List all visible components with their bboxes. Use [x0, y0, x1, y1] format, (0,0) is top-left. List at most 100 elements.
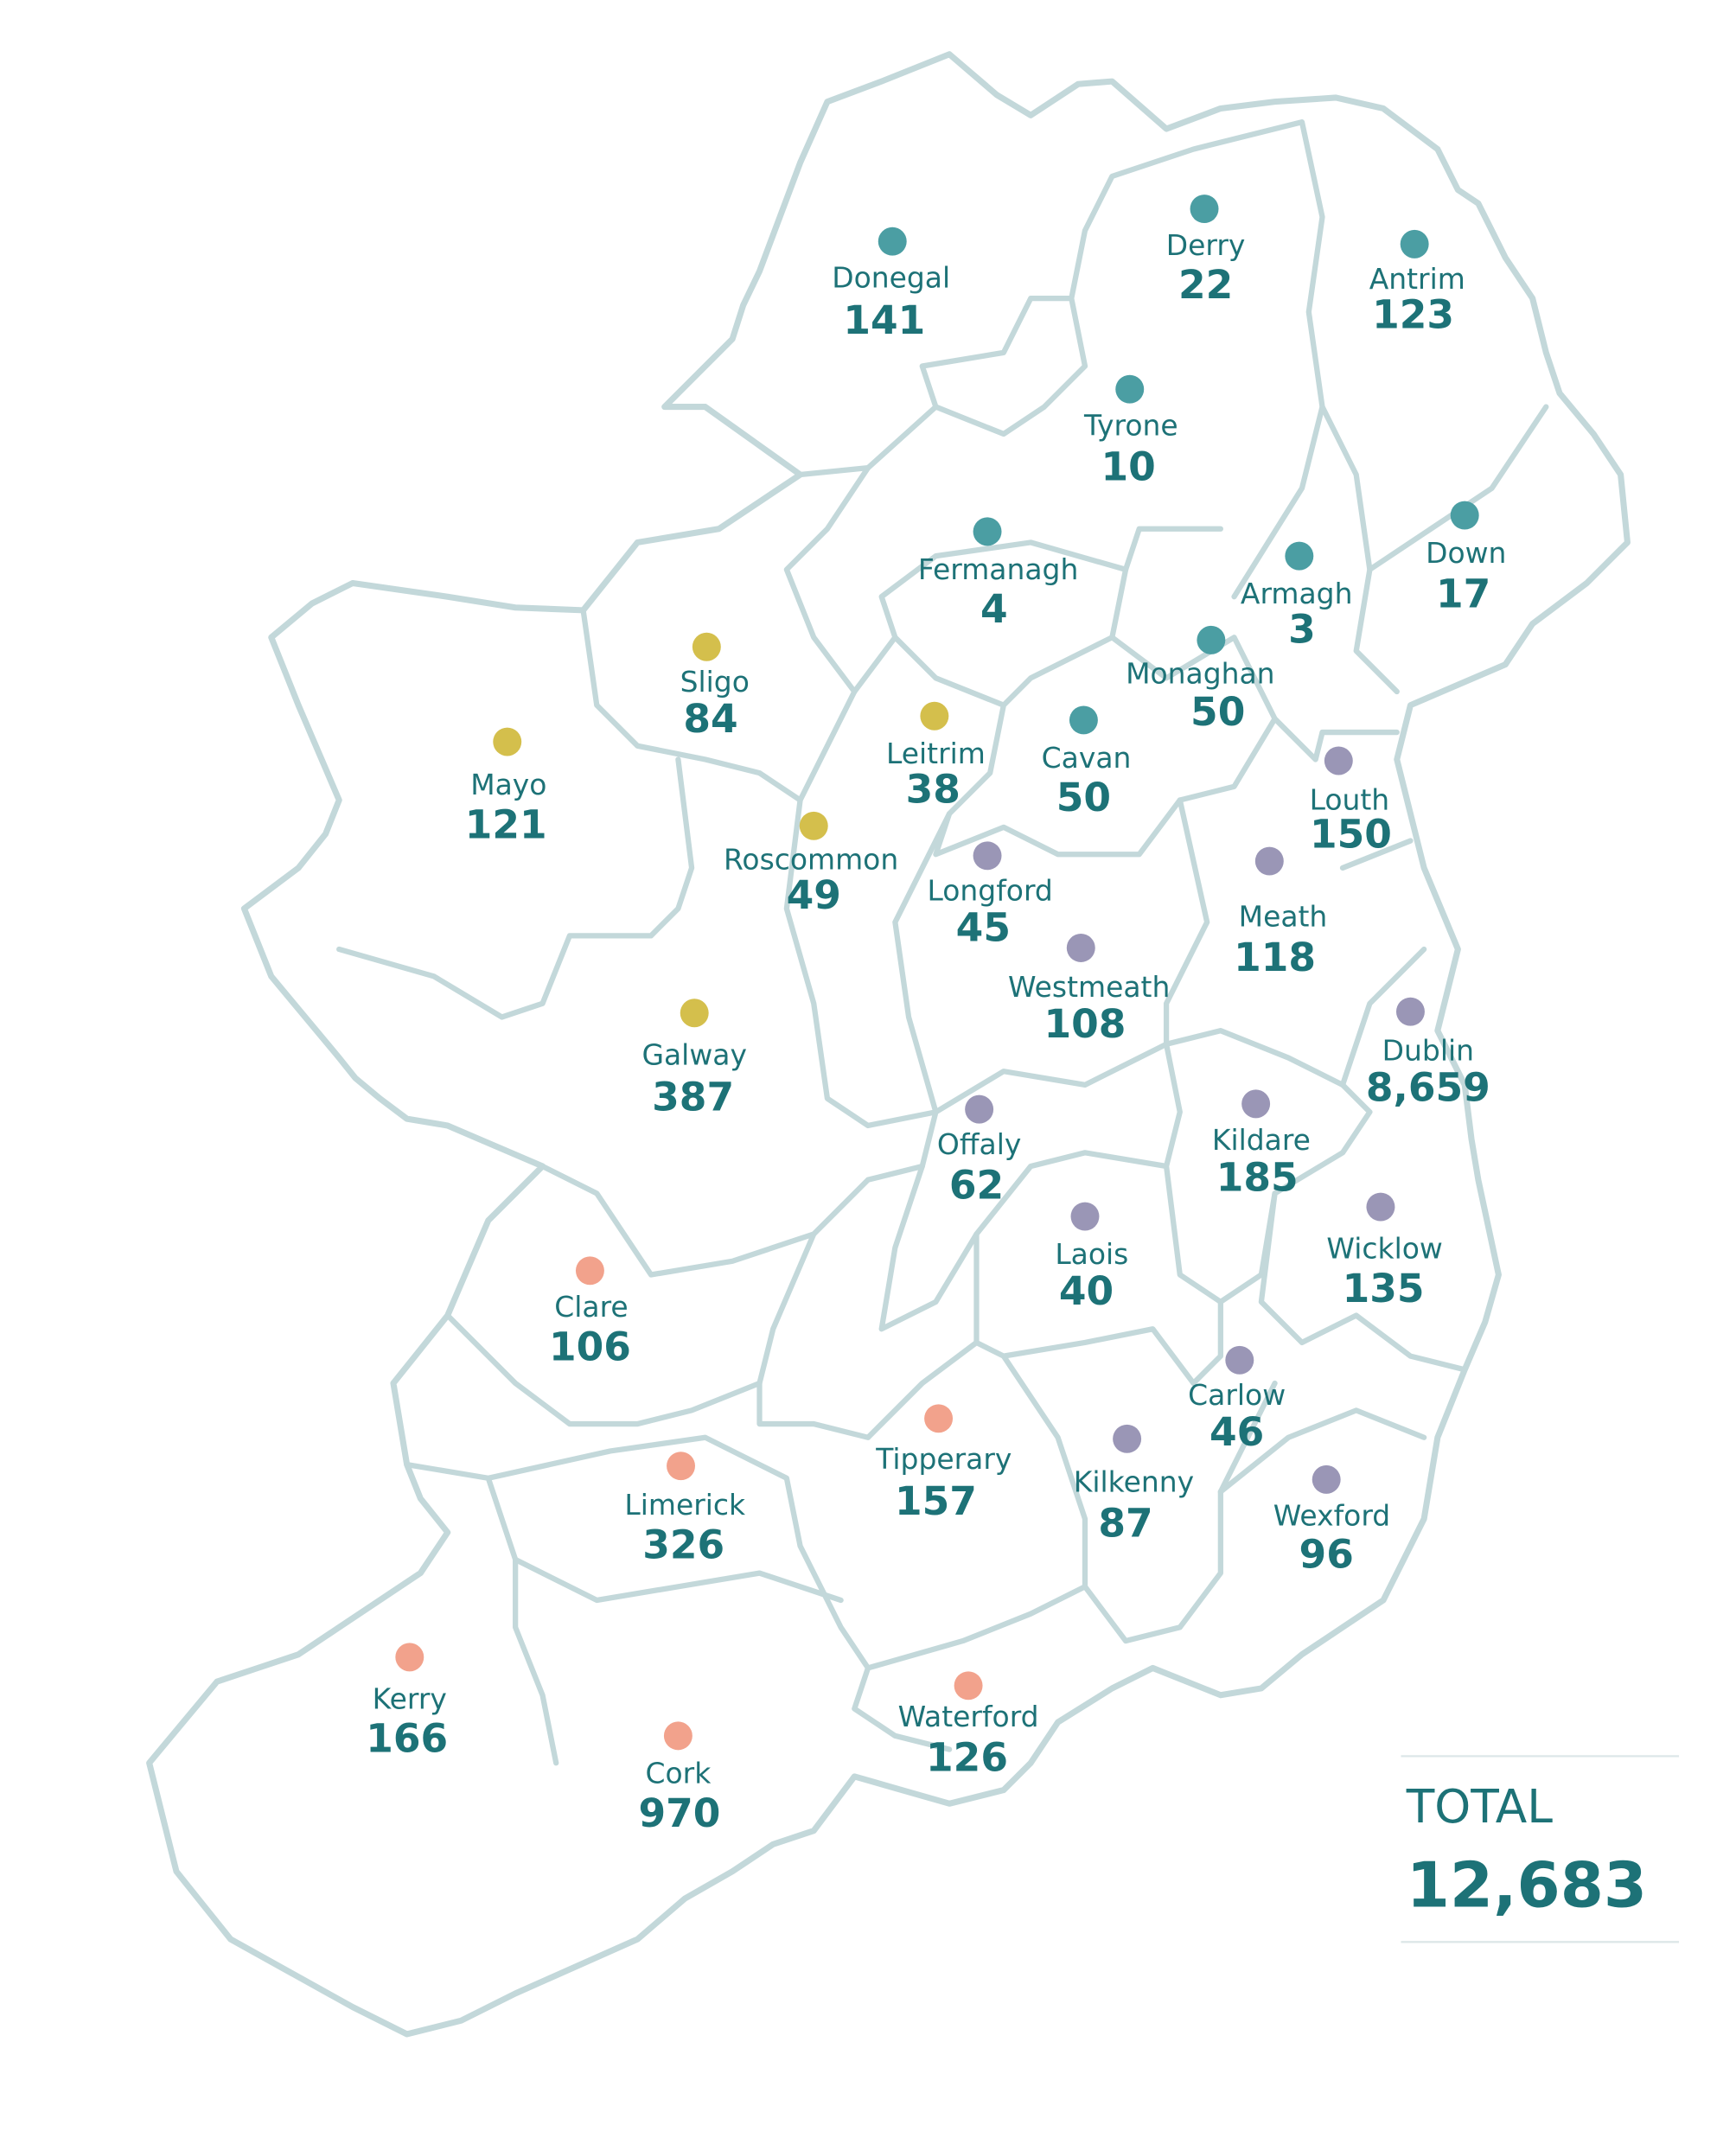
county-value: 126 [926, 1735, 1008, 1781]
county-border [973, 1190, 1468, 1387]
county-name: Westmeath [1008, 970, 1170, 1004]
county-dot [1400, 229, 1429, 258]
county-value: 4 [980, 586, 1008, 632]
county-name: Cavan [1042, 741, 1132, 775]
total-label: TOTAL [1406, 1779, 1553, 1834]
county-dot [1450, 501, 1479, 530]
county-value: 96 [1299, 1531, 1354, 1577]
county-value: 87 [1098, 1500, 1152, 1546]
island [146, 51, 1631, 2038]
county-dot [1066, 934, 1095, 962]
county-name: Kilkenny [1074, 1464, 1194, 1498]
county-value: 123 [1372, 292, 1454, 338]
county-border [892, 635, 1278, 858]
county-dot [1197, 625, 1226, 654]
county-dot [799, 811, 828, 840]
county-value: 3 [1288, 607, 1316, 653]
county-dot [1190, 195, 1219, 224]
county-border [919, 295, 1075, 410]
county-value: 46 [1209, 1409, 1264, 1455]
county-dot [973, 841, 1002, 871]
county-dot [973, 517, 1002, 546]
county-name: Derry [1166, 228, 1246, 262]
county-name: Monaghan [1126, 657, 1274, 691]
county-name: Kildare [1212, 1123, 1311, 1157]
county-border [892, 797, 1414, 1115]
county-dot [663, 1721, 692, 1751]
county-value: 40 [1059, 1268, 1114, 1314]
county-border [783, 465, 1223, 695]
county-name: Dublin [1382, 1034, 1474, 1068]
county-name: Mayo [470, 768, 546, 801]
county-border [783, 797, 1427, 1129]
county-value: 45 [956, 905, 1011, 951]
county-name: Kerry [373, 1681, 447, 1715]
county-value: 970 [638, 1790, 720, 1836]
county-border [797, 119, 1325, 600]
county-value: 10 [1101, 443, 1156, 489]
county-value: 22 [1178, 262, 1233, 308]
county-dot [1285, 541, 1314, 571]
county-dot [1324, 746, 1353, 775]
county-name: Antrim [1369, 262, 1465, 296]
county-value: 121 [465, 801, 547, 847]
county-dot [924, 1404, 954, 1433]
county-value: 135 [1343, 1266, 1425, 1311]
county-dot [1070, 1202, 1100, 1231]
county-name: Fermanagh [918, 552, 1078, 586]
county-value: 387 [652, 1075, 734, 1120]
county-border [539, 1109, 939, 1278]
county-dot [575, 1256, 604, 1286]
county-name: Down [1426, 536, 1506, 570]
county-dot [395, 1643, 424, 1672]
county-dot [954, 1671, 983, 1701]
county-dot [920, 701, 949, 731]
county-border [513, 1353, 1427, 1752]
county-dot [1366, 1192, 1395, 1222]
county-dot [1115, 374, 1145, 404]
total-value: 12,683 [1407, 1849, 1647, 1922]
county-value: 150 [1310, 811, 1392, 857]
county-name: Galway [641, 1037, 746, 1071]
county-dot [1395, 997, 1425, 1026]
county-value: 49 [787, 872, 841, 918]
county-value: 185 [1216, 1154, 1299, 1200]
county-name: Wicklow [1326, 1232, 1442, 1266]
county-value: 166 [366, 1716, 448, 1762]
county-dot [680, 999, 709, 1028]
county-value: 141 [843, 297, 925, 343]
county-dot [1254, 846, 1284, 876]
county-value: 118 [1234, 935, 1316, 980]
county-name: Limerick [624, 1488, 745, 1522]
county-dot [965, 1094, 994, 1124]
county-border [485, 1380, 1278, 1671]
county-dot [692, 632, 721, 661]
county-dot [667, 1452, 695, 1481]
county-name: Meath [1239, 899, 1328, 933]
county-border [1367, 404, 1549, 572]
county-value: 50 [1056, 775, 1111, 820]
county-border [404, 1312, 763, 1766]
county-dot [1241, 1089, 1271, 1119]
county-dot [878, 227, 907, 256]
county-name: Wexford [1273, 1499, 1390, 1533]
county-name: Laois [1055, 1237, 1128, 1271]
county-name: Leitrim [886, 737, 986, 770]
county-value: 106 [549, 1324, 631, 1369]
county-value: 38 [906, 767, 961, 813]
county-value: 8,659 [1366, 1065, 1490, 1111]
county-name: Offaly [937, 1127, 1021, 1161]
county-value: 157 [895, 1478, 977, 1524]
county-border [336, 756, 695, 1020]
county-name: Armagh [1241, 577, 1353, 610]
county-border [1109, 566, 1400, 763]
county-dot [1225, 1345, 1254, 1375]
county-dot [493, 727, 522, 756]
county-dot [1113, 1424, 1142, 1453]
county-name: Tyrone [1083, 409, 1178, 443]
county-value: 62 [949, 1163, 1004, 1209]
county-name: Donegal [832, 261, 950, 295]
